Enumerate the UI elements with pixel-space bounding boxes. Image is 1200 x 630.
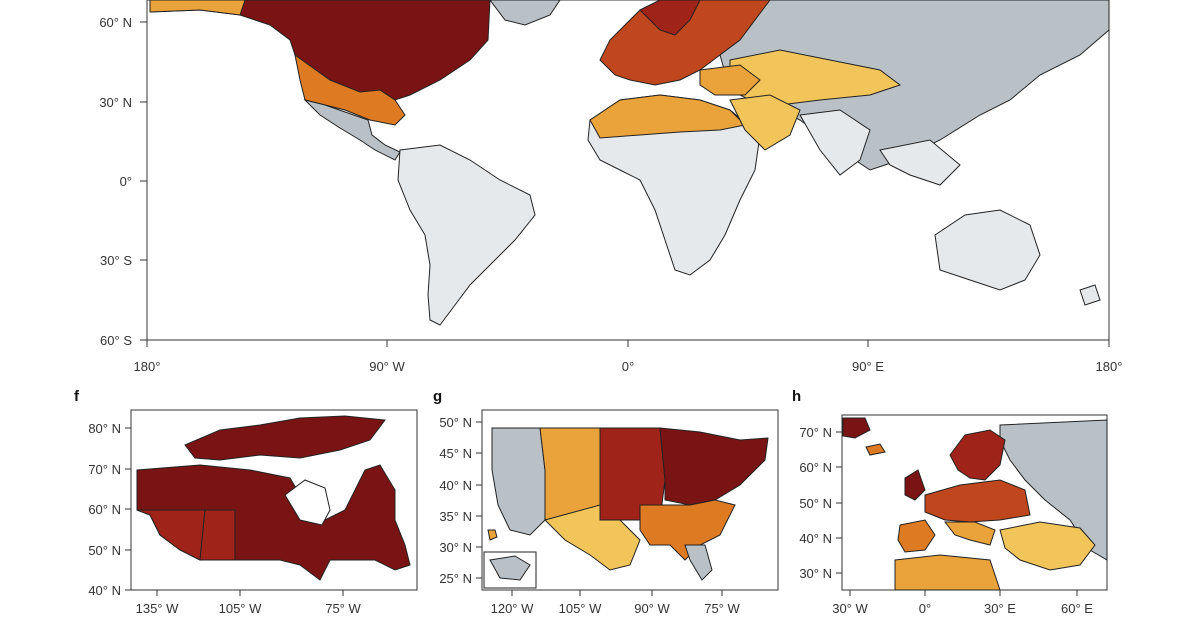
asia-warm-band xyxy=(729,49,902,106)
panel-f-lat-axis: 80° N 70° N 60° N 50° N 40° N xyxy=(88,421,131,598)
alaska-inset xyxy=(489,555,531,581)
panel-h-lat-tick: 30° N xyxy=(799,566,832,581)
panel-f-lat-tick: 70° N xyxy=(88,462,121,477)
panel-h-lat-tick: 50° N xyxy=(799,496,832,511)
panel-h-lon-tick: 30° E xyxy=(984,601,1016,616)
new-zealand-land xyxy=(1079,284,1101,306)
iberia xyxy=(897,519,936,553)
world-lon-tick: 180° xyxy=(134,359,161,374)
panel-g-lat-tick: 30° N xyxy=(439,540,472,555)
panel-f-canada: f 80° N 70° N 60° N 50° N 40° N 135° W 1… xyxy=(74,388,418,616)
hudson-bay-water xyxy=(284,479,331,526)
panel-g-lat-tick: 35° N xyxy=(439,509,472,524)
north-africa xyxy=(894,554,1001,591)
iceland-small-island xyxy=(865,443,886,456)
iceland xyxy=(842,417,871,439)
canada-prairie-province xyxy=(199,509,236,561)
panel-h-lat-axis: 70° N 60° N 50° N 40° N 30° N xyxy=(799,425,842,581)
usa-west-states xyxy=(491,427,546,536)
panel-g-lat-tick: 50° N xyxy=(439,415,472,430)
world-map-panel: 60° N 30° N 0° 30° S 60° S 180° 90° W 0°… xyxy=(99,0,1122,374)
south-america-land xyxy=(397,144,536,326)
panel-g-lat-tick: 25° N xyxy=(439,571,472,586)
panel-f-lon-tick: 75° W xyxy=(325,601,361,616)
panel-f-frame xyxy=(130,409,418,591)
central-europe xyxy=(924,479,1031,523)
panel-g-frame xyxy=(481,409,779,591)
panel-h-letter: h xyxy=(792,388,801,405)
panel-f-lat-tick: 60° N xyxy=(88,502,121,517)
panel-g-lon-tick: 105° W xyxy=(559,601,603,616)
usa-northeast-states xyxy=(659,427,769,506)
panel-f-lon-tick: 105° W xyxy=(219,601,263,616)
scandinavia-land xyxy=(639,0,701,36)
world-lat-tick: 60° S xyxy=(100,333,132,348)
central-asia-orange xyxy=(699,64,761,96)
panel-g-letter: g xyxy=(433,388,442,405)
world-lon-tick: 0° xyxy=(622,359,634,374)
southeast-asia-land xyxy=(879,139,961,186)
hawaii-inset xyxy=(487,529,498,541)
panel-g-lon-tick: 75° W xyxy=(704,601,740,616)
world-lat-tick: 30° S xyxy=(100,253,132,268)
panel-h-lon-tick: 30° W xyxy=(832,601,868,616)
world-lon-tick: 90° E xyxy=(852,359,884,374)
world-lat-tick: 60° N xyxy=(99,15,132,30)
southern-europe xyxy=(943,521,996,546)
panel-g-lon-tick: 120° W xyxy=(491,601,535,616)
panel-h-lat-tick: 40° N xyxy=(799,531,832,546)
south-asia-land xyxy=(799,109,871,176)
canada-west-province xyxy=(136,509,206,561)
british-isles xyxy=(904,469,926,501)
panel-g-lat-axis: 50° N 45° N 40° N 35° N 30° N 25° N xyxy=(439,415,482,586)
world-lon-tick: 90° W xyxy=(369,359,405,374)
eastern-region xyxy=(999,419,1108,561)
world-lat-tick: 0° xyxy=(120,174,132,189)
panel-h-lat-tick: 60° N xyxy=(799,460,832,475)
panel-f-lat-tick: 50° N xyxy=(88,543,121,558)
greenland-land xyxy=(489,0,561,26)
world-lat-tick: 30° N xyxy=(99,95,132,110)
turkey-middle-east xyxy=(999,521,1096,571)
world-lon-tick: 180° xyxy=(1096,359,1123,374)
panel-f-lon-tick: 135° W xyxy=(136,601,180,616)
alaska-orange xyxy=(149,0,246,16)
australia-land xyxy=(934,209,1041,291)
panel-h-lon-axis: 30° W 0° 30° E 60° E xyxy=(832,590,1093,616)
usa-central-states xyxy=(599,427,666,521)
panel-f-letter: f xyxy=(74,388,80,405)
panel-h-lon-tick: 60° E xyxy=(1061,601,1093,616)
world-lat-axis: 60° N 30° N 0° 30° S 60° S xyxy=(99,15,147,348)
panel-f-lat-tick: 40° N xyxy=(88,583,121,598)
panel-f-lat-tick: 80° N xyxy=(88,421,121,436)
canada-arctic-islands xyxy=(184,415,386,461)
panel-h-lat-tick: 70° N xyxy=(799,425,832,440)
panel-g-usa: g 50° N 45° N 40° N 35° N 30° N xyxy=(433,388,779,616)
panel-g-lon-axis: 120° W 105° W 90° W 75° W xyxy=(491,590,740,616)
panel-g-lat-tick: 45° N xyxy=(439,446,472,461)
panel-h-lon-tick: 0° xyxy=(919,601,931,616)
panel-h-europe: h 70° N 60° N 50° N 40° N 30° xyxy=(792,388,1108,616)
panel-g-lon-tick: 90° W xyxy=(634,601,670,616)
panel-f-lon-axis: 135° W 105° W 75° W xyxy=(136,590,361,616)
scandinavia xyxy=(949,429,1006,481)
florida xyxy=(684,544,713,581)
world-lon-axis: 180° 90° W 0° 90° E 180° xyxy=(134,340,1123,374)
middle-east-warm xyxy=(729,94,801,151)
panel-g-lat-tick: 40° N xyxy=(439,478,472,493)
